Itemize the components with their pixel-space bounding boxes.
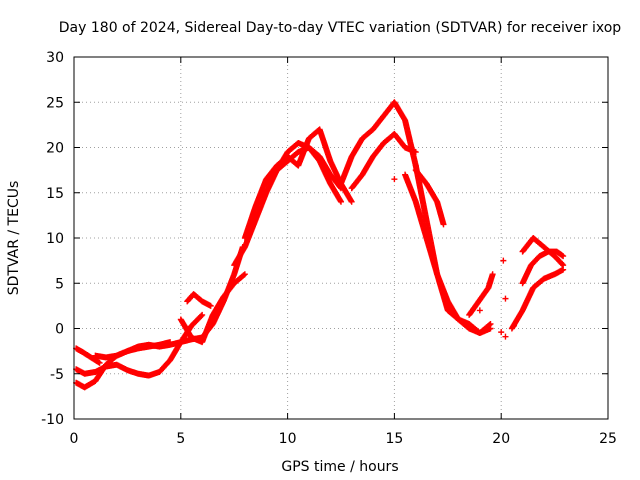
data-point (412, 162, 419, 169)
y-tick-label: 20 (46, 141, 64, 157)
x-tick-label: 5 (176, 431, 185, 447)
data-point (476, 307, 483, 314)
x-tick-label: 15 (385, 431, 403, 447)
data-point (559, 261, 566, 268)
series-arc-12 (402, 171, 494, 337)
series-arc-11 (348, 130, 419, 192)
data-point (502, 333, 509, 340)
data-point (498, 329, 505, 336)
data-point (486, 321, 493, 328)
data-point (502, 295, 509, 302)
series-arc-16 (519, 235, 567, 269)
data-point (337, 184, 344, 191)
data-point (338, 198, 344, 205)
data-points (73, 99, 567, 391)
y-tick-label: 5 (55, 276, 64, 292)
y-tick-label: 10 (46, 231, 64, 247)
data-point (241, 271, 248, 278)
y-tick-label: 15 (46, 186, 64, 202)
series-arc-10 (338, 99, 494, 337)
data-point (167, 339, 174, 346)
series-arc-6 (184, 291, 214, 309)
series-arc-9 (263, 144, 344, 192)
data-point (96, 359, 103, 366)
series-arc-17 (519, 248, 567, 287)
axis-ticks: 0 5 10 15 20 25 -10 -5 0 5 10 15 20 25 30 (41, 50, 617, 447)
x-tick-label: 0 (70, 431, 79, 447)
data-point (348, 198, 355, 205)
data-point (240, 271, 247, 278)
data-point (560, 253, 567, 260)
data-point (500, 257, 507, 264)
data-point (199, 311, 206, 318)
y-tick-label: -10 (41, 412, 64, 428)
data-point (440, 221, 447, 228)
series-arc-14 (466, 271, 496, 318)
data-point (560, 262, 567, 269)
data-point (511, 322, 518, 329)
grid-lines (74, 57, 608, 419)
x-tick-label: 10 (279, 431, 297, 447)
series-arc-5 (177, 271, 248, 346)
y-tick-label: -5 (50, 367, 64, 383)
series-arc-13 (412, 167, 447, 228)
data-point (489, 271, 496, 278)
y-tick-label: 0 (55, 322, 64, 338)
data-point (198, 312, 205, 319)
x-tick-label: 25 (599, 431, 617, 447)
y-tick-label: 25 (46, 95, 64, 111)
data-point (207, 302, 214, 309)
series-arc-15 (508, 266, 567, 332)
x-axis-label: GPS time / hours (281, 459, 398, 475)
series-isolated (391, 162, 518, 340)
x-tick-label: 20 (492, 431, 510, 447)
chart-title: Day 180 of 2024, Sidereal Day-to-day VTE… (59, 20, 622, 36)
data-point (391, 176, 398, 183)
series-arc-2 (73, 345, 103, 366)
y-tick-label: 30 (46, 50, 64, 66)
y-axis-label: SDTVAR / TECUs (6, 181, 22, 296)
series-arc-4 (92, 339, 174, 361)
data-point (487, 320, 494, 327)
data-point (412, 149, 419, 156)
